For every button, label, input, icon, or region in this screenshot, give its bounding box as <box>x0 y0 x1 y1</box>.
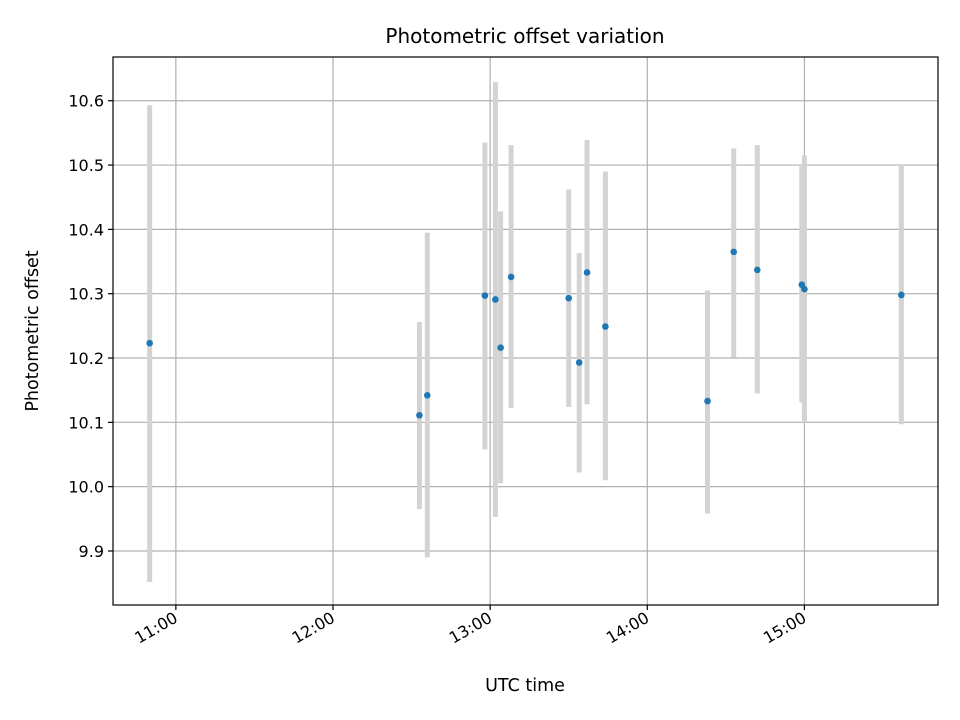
grid <box>113 57 938 605</box>
y-tick-label: 10.0 <box>68 478 104 497</box>
x-tick-label: 11:00 <box>131 608 180 648</box>
y-tick-label: 10.4 <box>68 220 104 239</box>
data-point <box>704 397 711 405</box>
data-point <box>801 285 808 293</box>
y-axis-ticks: 9.9 10.0 10.1 10.2 10.3 10.4 10.5 10.6 <box>68 92 113 561</box>
data-point <box>565 294 573 302</box>
data-point <box>497 344 504 352</box>
data-point <box>730 248 738 256</box>
data-point <box>423 392 431 399</box>
y-tick-label: 10.6 <box>68 92 104 111</box>
x-tick-label: 15:00 <box>760 608 809 648</box>
y-tick-label: 10.3 <box>68 285 104 304</box>
y-axis-label: Photometric offset <box>23 250 43 411</box>
data-point <box>583 269 591 276</box>
x-axis-label: UTC time <box>485 676 565 696</box>
data-point <box>898 291 905 299</box>
data-point <box>575 359 583 366</box>
data-point <box>416 411 423 419</box>
data-point <box>481 292 489 299</box>
x-tick-label: 13:00 <box>446 608 495 648</box>
data-point <box>602 323 609 330</box>
error-bars <box>147 82 904 582</box>
chart-title: Photometric offset variation <box>385 24 664 48</box>
x-axis-ticks: 11:00 12:00 13:00 14:00 15:00 <box>131 605 809 648</box>
y-tick-label: 10.2 <box>68 349 104 368</box>
plot-frame <box>112 56 939 606</box>
data-point <box>507 273 515 281</box>
y-tick-label: 10.5 <box>68 156 104 175</box>
x-tick-label: 12:00 <box>289 608 338 648</box>
data-point <box>753 266 761 274</box>
data-point <box>492 296 499 303</box>
data-points <box>146 248 905 419</box>
y-tick-label: 10.1 <box>68 413 104 432</box>
data-point <box>146 339 153 347</box>
y-tick-label: 9.9 <box>79 542 104 561</box>
x-tick-label: 14:00 <box>603 608 652 648</box>
